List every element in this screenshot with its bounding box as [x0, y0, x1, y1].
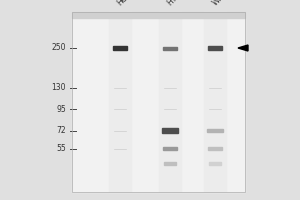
Bar	[163, 147, 177, 150]
Bar	[72, 12, 245, 192]
Text: 72: 72	[56, 126, 66, 135]
Text: 250: 250	[52, 44, 66, 52]
Text: 130: 130	[52, 83, 66, 92]
Bar	[72, 12, 245, 18]
Bar	[113, 46, 127, 50]
Bar	[209, 162, 221, 165]
Bar	[207, 129, 223, 132]
Polygon shape	[238, 45, 248, 51]
Bar	[162, 128, 178, 133]
Bar	[164, 162, 176, 165]
Text: HT-29: HT-29	[166, 0, 188, 7]
Bar	[208, 46, 222, 50]
Text: WiDr: WiDr	[211, 0, 230, 7]
Bar	[208, 147, 222, 150]
Text: 55: 55	[56, 144, 66, 153]
Bar	[109, 12, 131, 192]
Bar	[72, 12, 245, 192]
Text: 95: 95	[56, 105, 66, 114]
Text: Hela: Hela	[116, 0, 134, 7]
Bar	[159, 12, 181, 192]
Bar	[204, 12, 226, 192]
Bar	[163, 46, 177, 49]
